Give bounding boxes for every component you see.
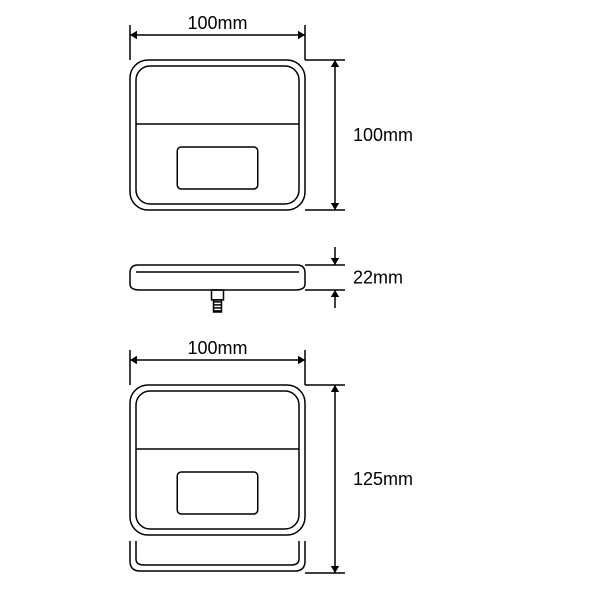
back-view: 100mm 125mm [130, 338, 413, 573]
front-width-label: 100mm [187, 13, 247, 33]
side-thickness-label: 22mm [353, 268, 403, 288]
back-width-label: 100mm [187, 338, 247, 358]
back-height-label: 125mm [353, 469, 413, 489]
front-view: 100mm 100mm [130, 13, 413, 210]
side-view: 22mm [130, 247, 403, 312]
front-height-label: 100mm [353, 125, 413, 145]
